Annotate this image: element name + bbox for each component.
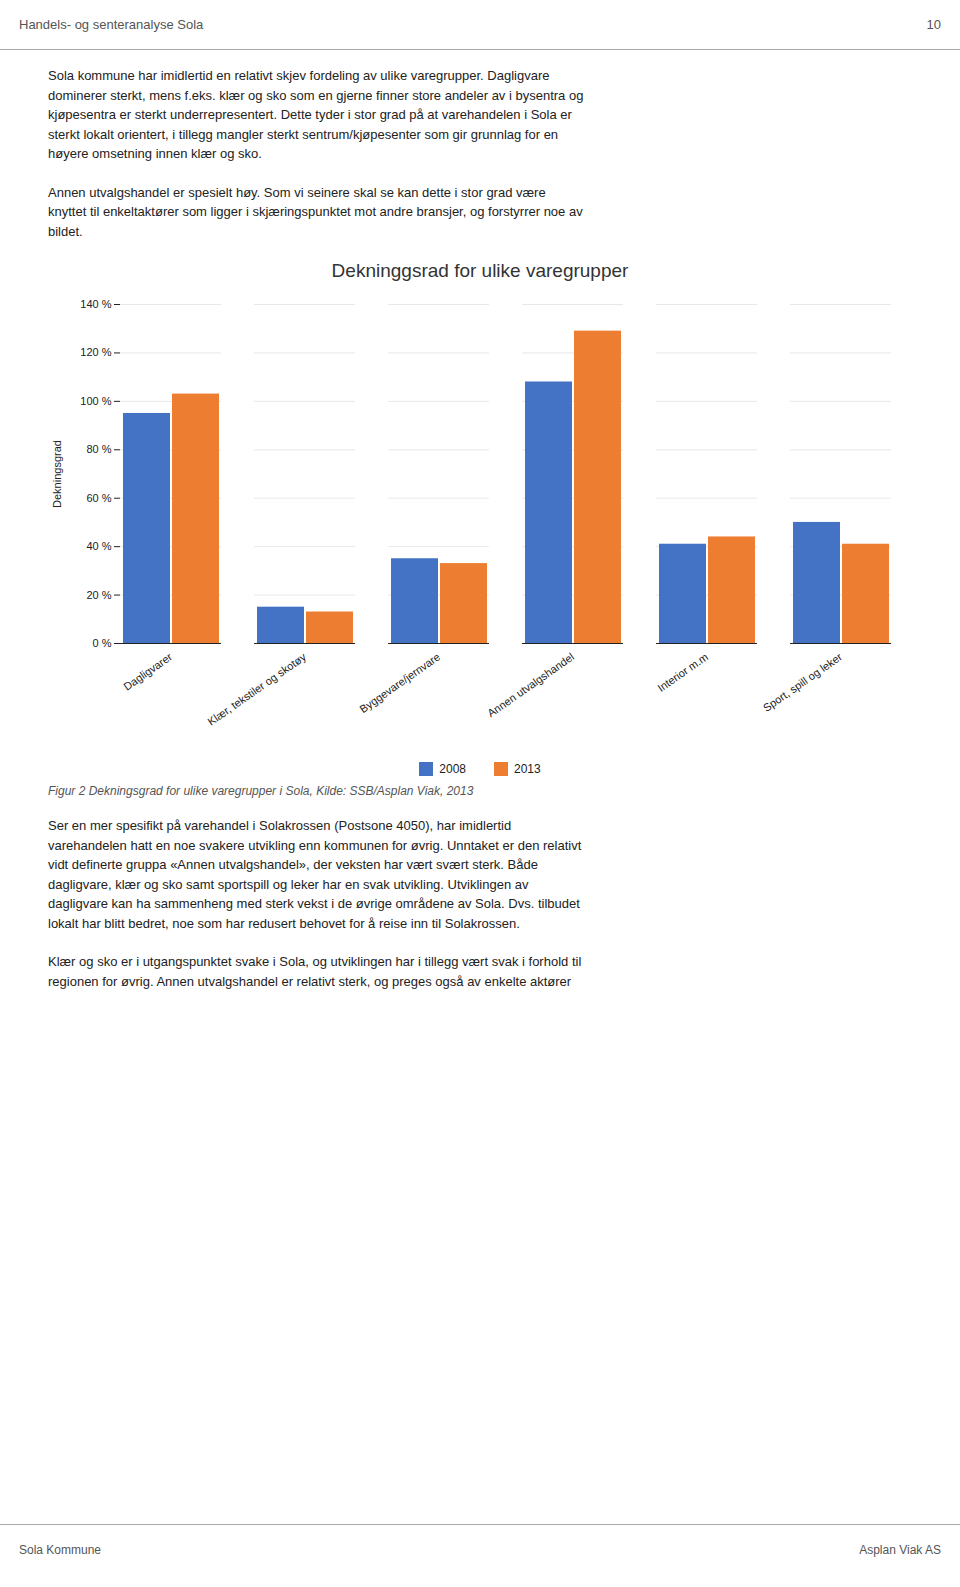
svg-text:0 %: 0 % bbox=[93, 637, 112, 649]
svg-text:Interior m.m: Interior m.m bbox=[655, 650, 710, 693]
svg-text:100 %: 100 % bbox=[80, 395, 111, 407]
svg-text:Sport, spill og leker: Sport, spill og leker bbox=[761, 650, 845, 714]
svg-text:120 %: 120 % bbox=[80, 346, 111, 358]
html-text:Klær og sko er i utgangspunkte: Klær og sko er i utgangspunktet svake i … bbox=[48, 954, 582, 989]
html-text:Figur 2 Dekningsgrad for ulike: Figur 2 Dekningsgrad for ulike varegrupp… bbox=[48, 784, 474, 798]
html-text:2008: 2008 bbox=[439, 762, 466, 776]
svg-text:Byggevare/jernvare: Byggevare/jernvare bbox=[357, 650, 442, 715]
svg-text:140 %: 140 % bbox=[80, 298, 111, 310]
svg-text:Annen utvalgshandel: Annen utvalgshandel bbox=[485, 650, 576, 719]
html-text:2013: 2013 bbox=[514, 762, 541, 776]
svg-text:Dagligvarer: Dagligvarer bbox=[121, 650, 174, 692]
svg-text:40 %: 40 % bbox=[86, 540, 111, 552]
html-text:Asplan Viak AS: Asplan Viak AS bbox=[859, 1543, 941, 1557]
html-text:Annen utvalgshandel er spesiel: Annen utvalgshandel er spesielt høy. Som… bbox=[48, 184, 583, 239]
html-text:Sola kommune har imidlertid en: Sola kommune har imidlertid en relativt … bbox=[48, 68, 584, 161]
svg-text:80 %: 80 % bbox=[86, 443, 111, 455]
html-text:Sola Kommune: Sola Kommune bbox=[19, 1543, 101, 1557]
html-text:Dekninggsrad for ulike varegru: Dekninggsrad for ulike varegrupper bbox=[331, 260, 629, 281]
html-text:Ser en mer spesifikt på vareha: Ser en mer spesifikt på varehandel i Sol… bbox=[48, 818, 582, 931]
html-text:10: 10 bbox=[926, 17, 941, 32]
svg-text:60 %: 60 % bbox=[86, 492, 111, 504]
svg-text:20 %: 20 % bbox=[86, 589, 111, 601]
html-text:Handels- og senteranalyse Sola: Handels- og senteranalyse Sola bbox=[19, 17, 204, 32]
svg-text:Klær, tekstiler og skotøy: Klær, tekstiler og skotøy bbox=[205, 650, 308, 727]
svg-text:Dekningsgrad: Dekningsgrad bbox=[51, 440, 63, 508]
